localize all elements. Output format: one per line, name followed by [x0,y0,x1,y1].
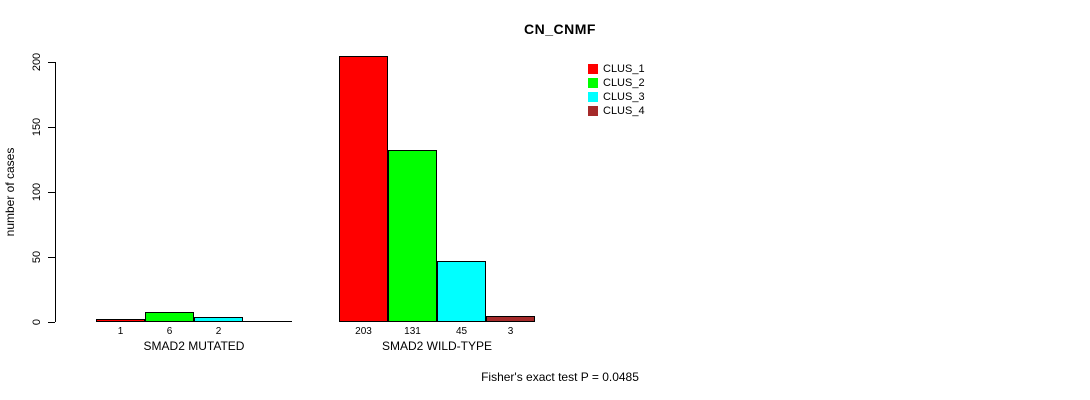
group-label-wildtype: SMAD2 WILD-TYPE [381,339,493,353]
bar-clus_1-wildtype [339,56,388,322]
fisher-test-annotation: Fisher's exact test P = 0.0485 [481,370,639,384]
legend-swatch-clus_2 [588,78,598,88]
bar-clus_1-mutated [96,319,145,322]
bar-value-label: 2 [215,326,222,337]
bar-clus_4-wildtype [486,316,535,322]
bar-value-label: 1 [117,326,124,337]
bar-value-label: 6 [166,326,173,337]
legend-swatch-clus_1 [588,64,598,74]
bar-value-label: 203 [355,326,372,337]
bar-clus_3-mutated [194,317,243,322]
bar-clus_2-mutated [145,312,194,322]
bar-value-label: 45 [455,326,468,337]
y-tick [48,191,55,193]
group-label-mutated: SMAD2 MUTATED [143,339,245,353]
bar-clus_3-wildtype [437,261,486,322]
legend-swatch-clus_3 [588,92,598,102]
y-tick [48,126,55,128]
bar-value-label: 131 [404,326,421,337]
y-tick [48,61,55,63]
y-tick [48,256,55,258]
legend-swatch-clus_4 [588,106,598,116]
legend-label-clus_3: CLUS_3 [603,91,645,103]
bar-value-label: 3 [507,326,514,337]
legend-label-clus_2: CLUS_2 [603,77,645,89]
legend-label-clus_1: CLUS_1 [603,63,645,75]
bar-clus_2-wildtype [388,150,437,322]
y-axis-line [55,62,56,322]
y-tick [48,321,55,323]
chart-title: CN_CNMF [524,21,596,37]
legend-label-clus_4: CLUS_4 [603,105,645,117]
